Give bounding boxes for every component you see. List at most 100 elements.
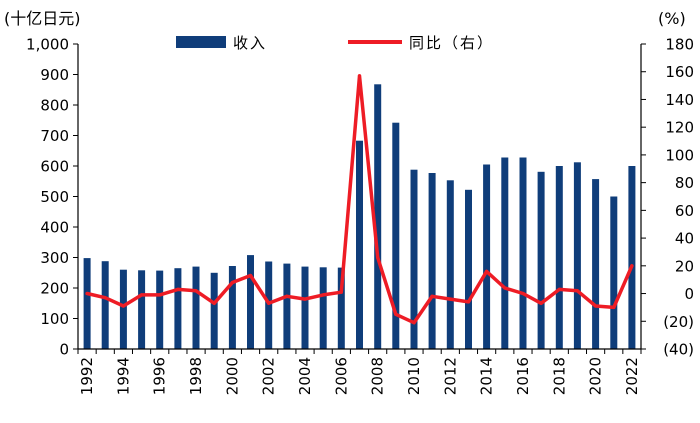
legend-label-revenue: 收入 <box>233 34 267 52</box>
x-tick-label: 1992 <box>78 357 96 395</box>
right-tick-label: 120 <box>665 119 694 137</box>
right-tick-label: (20) <box>663 313 694 331</box>
bar-2003 <box>283 263 291 349</box>
x-tick-label: 1996 <box>151 357 169 395</box>
bar-2014 <box>483 164 491 349</box>
x-tick-label: 1998 <box>187 357 205 395</box>
bar-2017 <box>537 171 545 349</box>
x-tick-label: 2020 <box>587 357 605 395</box>
yoy-point-2006 <box>339 290 343 294</box>
bar-2007 <box>356 140 363 349</box>
yoy-point-2013 <box>466 300 471 304</box>
axes <box>73 43 646 354</box>
bar-1998 <box>192 266 200 349</box>
bar-1995 <box>138 270 146 349</box>
yoy-point-2018 <box>557 287 561 291</box>
left-tick-label: 800 <box>40 97 69 115</box>
yoy-point-2017 <box>539 301 543 305</box>
yoy-point-2000 <box>230 280 234 285</box>
bar-2021 <box>610 196 618 349</box>
bar-2009 <box>392 122 400 349</box>
x-tick-label: 2016 <box>514 357 532 395</box>
left-tick-label: 600 <box>40 158 69 176</box>
yoy-point-2020 <box>594 304 598 308</box>
bar-2000 <box>228 266 236 349</box>
bar-1992 <box>83 258 91 349</box>
left-tick-label: 900 <box>40 66 69 84</box>
right-axis-unit-label: (%) <box>658 9 686 28</box>
yoy-point-1995 <box>140 293 144 297</box>
yoy-point-2008 <box>376 255 380 260</box>
legend-bar-swatch <box>176 36 226 48</box>
bar-2018 <box>555 166 563 349</box>
bar-2012 <box>446 180 454 349</box>
left-tick-label: 300 <box>40 249 69 267</box>
right-tick-label: 80 <box>675 174 694 192</box>
yoy-point-1998 <box>194 289 198 293</box>
left-tick-label: 1,000 <box>26 36 69 54</box>
yoy-point-2019 <box>575 289 580 293</box>
yoy-line-layer <box>85 74 634 325</box>
bar-2002 <box>265 261 273 349</box>
x-tick-label: 2012 <box>441 357 459 395</box>
bar-1999 <box>210 272 218 350</box>
bar-2013 <box>465 189 472 349</box>
bar-2020 <box>592 179 600 349</box>
bar-1997 <box>174 268 182 349</box>
yoy-point-2016 <box>521 291 525 296</box>
left-tick-label: 400 <box>40 219 69 237</box>
yoy-point-2005 <box>321 293 325 297</box>
left-tick-label: 700 <box>40 127 69 145</box>
yoy-point-2015 <box>503 286 507 290</box>
yoy-point-2003 <box>285 294 289 298</box>
left-tick-label: 500 <box>40 188 69 206</box>
left-tick-label: 100 <box>40 310 69 328</box>
yoy-point-1996 <box>158 293 162 297</box>
right-tick-label: 40 <box>675 230 694 248</box>
yoy-point-2010 <box>412 321 416 325</box>
bar-2015 <box>501 157 509 349</box>
yoy-point-2021 <box>612 305 616 309</box>
yoy-point-2009 <box>394 312 398 316</box>
yoy-point-2012 <box>448 297 452 301</box>
right-tick-label: 100 <box>665 146 694 164</box>
bar-2022 <box>628 166 636 349</box>
x-tick-labels: 1992 1994 1996 1998 2000 2002 2004 2006 2008 2010… <box>78 357 641 395</box>
revenue-bars <box>83 84 636 350</box>
yoy-point-1997 <box>176 287 180 291</box>
yoy-point-1993 <box>103 296 107 300</box>
bar-2010 <box>410 169 418 349</box>
yoy-point-2002 <box>267 301 271 305</box>
x-tick-label: 2000 <box>223 357 241 395</box>
yoy-point-2011 <box>430 294 434 298</box>
x-tick-label: 1994 <box>114 357 132 395</box>
x-tick-label: 2022 <box>623 357 641 395</box>
right-tick-label: 0 <box>684 285 694 303</box>
legend: 收入 同比（右） <box>176 34 492 52</box>
right-tick-label: 140 <box>665 91 694 109</box>
x-tick-label: 2010 <box>405 357 423 395</box>
bar-2019 <box>573 162 581 349</box>
left-tick-labels: 0 100 200 300 400 500 600 700 800 900 1,000 <box>26 36 69 359</box>
x-tick-label: 2002 <box>260 357 278 395</box>
yoy-point-2022 <box>630 264 634 268</box>
x-tick-label: 2006 <box>332 357 350 395</box>
left-tick-label: 200 <box>40 280 69 298</box>
x-tick-label: 2008 <box>369 357 387 395</box>
right-tick-labels: (40) (20) 0 20 40 60 80 100 120 140 160 180 <box>663 36 694 359</box>
bar-1993 <box>101 261 109 349</box>
right-tick-label: (40) <box>663 341 694 359</box>
bar-1994 <box>119 269 127 349</box>
bar-2011 <box>428 173 436 349</box>
yoy-point-1994 <box>121 304 125 308</box>
right-tick-label: 20 <box>675 257 694 275</box>
right-tick-label: 180 <box>665 36 694 54</box>
bar-2001 <box>247 255 254 349</box>
x-tick-label: 2018 <box>550 357 568 395</box>
bar-2006 <box>337 267 345 349</box>
right-tick-label: 160 <box>665 63 694 81</box>
yoy-point-2004 <box>303 297 307 301</box>
left-axis-unit-label: (十亿日元) <box>4 9 81 28</box>
bar-2004 <box>301 266 309 349</box>
